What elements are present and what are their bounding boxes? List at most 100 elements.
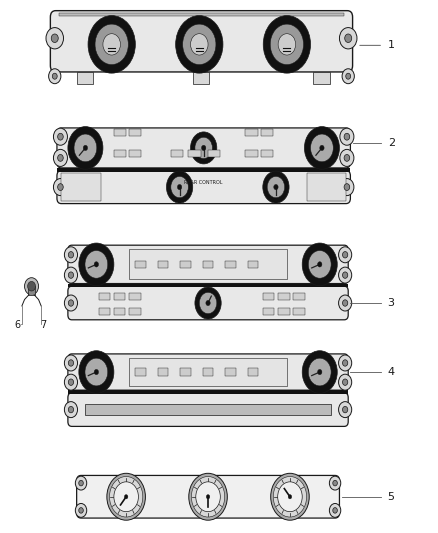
Circle shape	[304, 126, 339, 169]
Circle shape	[79, 480, 83, 486]
Circle shape	[329, 504, 341, 518]
FancyBboxPatch shape	[68, 393, 348, 426]
Circle shape	[64, 402, 78, 418]
Circle shape	[75, 476, 87, 490]
Circle shape	[52, 73, 57, 79]
Circle shape	[206, 495, 210, 499]
Circle shape	[344, 155, 350, 161]
Bar	[57, 168, 350, 172]
Circle shape	[110, 477, 143, 517]
Circle shape	[342, 69, 354, 84]
Circle shape	[339, 247, 352, 263]
Circle shape	[58, 133, 63, 140]
Bar	[158, 261, 168, 268]
Circle shape	[318, 262, 322, 267]
Bar	[261, 129, 273, 136]
Circle shape	[339, 402, 352, 418]
Text: 5: 5	[388, 492, 395, 502]
FancyBboxPatch shape	[57, 128, 350, 168]
Bar	[129, 249, 287, 279]
Text: 3: 3	[388, 298, 395, 308]
Circle shape	[263, 171, 289, 203]
Bar	[114, 129, 126, 136]
FancyBboxPatch shape	[77, 475, 339, 518]
Bar	[263, 308, 274, 314]
Circle shape	[79, 351, 114, 393]
Bar	[99, 293, 110, 300]
Circle shape	[196, 482, 220, 512]
Circle shape	[339, 295, 352, 311]
Circle shape	[49, 69, 61, 84]
Circle shape	[191, 477, 225, 517]
Circle shape	[58, 184, 63, 190]
Bar	[278, 308, 290, 314]
Circle shape	[340, 179, 354, 196]
Circle shape	[85, 251, 108, 278]
Circle shape	[308, 358, 331, 386]
Circle shape	[339, 355, 352, 371]
Circle shape	[201, 145, 206, 150]
Circle shape	[343, 406, 348, 413]
Bar	[245, 150, 258, 157]
Bar	[263, 293, 274, 300]
Circle shape	[166, 171, 193, 203]
Bar	[261, 150, 273, 157]
Circle shape	[75, 504, 87, 518]
Bar	[313, 72, 330, 84]
Circle shape	[288, 495, 292, 499]
Bar	[61, 173, 101, 201]
Circle shape	[94, 262, 99, 267]
Bar	[180, 368, 191, 376]
Bar	[114, 293, 125, 300]
Text: 2: 2	[388, 138, 395, 148]
Bar	[203, 261, 213, 268]
Circle shape	[103, 34, 120, 55]
Circle shape	[274, 184, 278, 190]
Circle shape	[302, 351, 337, 393]
Circle shape	[64, 295, 78, 311]
Circle shape	[85, 358, 108, 386]
Circle shape	[206, 301, 210, 306]
Bar	[68, 284, 348, 287]
Circle shape	[340, 149, 354, 166]
Circle shape	[278, 34, 296, 55]
Circle shape	[94, 369, 99, 375]
Bar	[225, 261, 236, 268]
Circle shape	[28, 281, 35, 291]
Circle shape	[271, 473, 309, 520]
Text: 1: 1	[388, 41, 395, 50]
Circle shape	[320, 145, 324, 150]
Circle shape	[270, 24, 304, 64]
Circle shape	[195, 287, 221, 319]
FancyBboxPatch shape	[50, 11, 353, 72]
Circle shape	[343, 360, 348, 366]
Bar	[248, 368, 258, 376]
Circle shape	[68, 300, 74, 306]
Text: 6: 6	[14, 320, 21, 330]
Circle shape	[68, 379, 74, 385]
Circle shape	[339, 28, 357, 49]
Circle shape	[25, 278, 39, 295]
Bar	[293, 308, 305, 314]
Bar	[203, 368, 213, 376]
Bar	[129, 129, 141, 136]
Bar	[278, 293, 290, 300]
Circle shape	[83, 145, 88, 150]
Bar	[225, 368, 236, 376]
Text: 4: 4	[388, 367, 395, 377]
Circle shape	[278, 482, 302, 512]
Circle shape	[263, 15, 311, 73]
Circle shape	[46, 28, 64, 49]
Circle shape	[311, 134, 333, 162]
Circle shape	[88, 15, 135, 73]
Circle shape	[339, 267, 352, 283]
Bar	[68, 390, 348, 394]
Circle shape	[124, 495, 128, 499]
Circle shape	[53, 179, 67, 196]
Circle shape	[64, 374, 78, 390]
FancyBboxPatch shape	[68, 286, 348, 320]
Circle shape	[346, 73, 351, 79]
Circle shape	[191, 132, 217, 164]
Circle shape	[107, 473, 145, 520]
Bar	[293, 293, 305, 300]
